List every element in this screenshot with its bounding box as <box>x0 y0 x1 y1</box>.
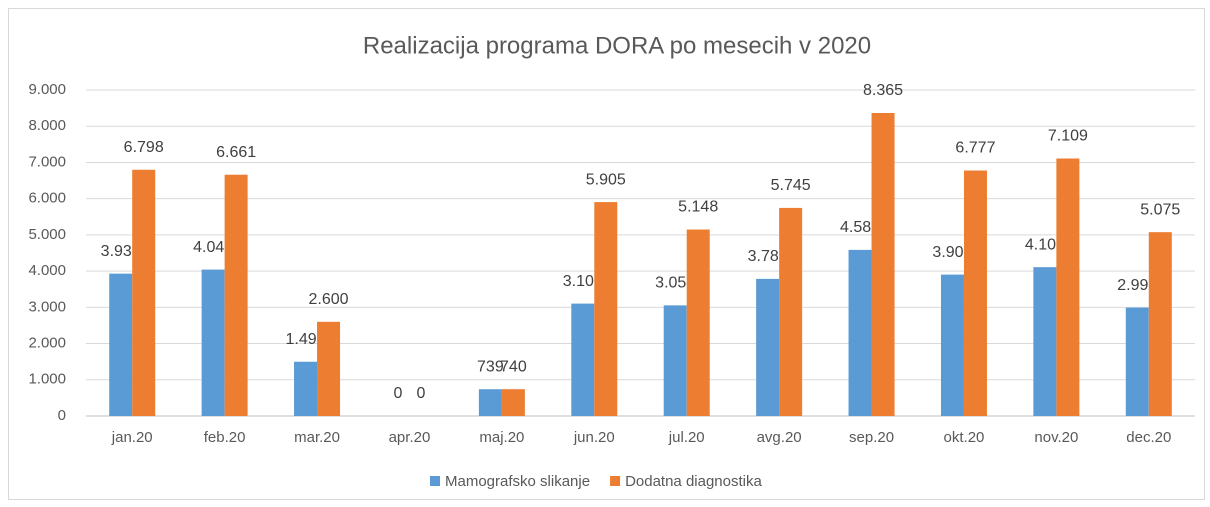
bar <box>1056 158 1080 416</box>
bar <box>501 389 525 416</box>
value-label: 740 <box>500 358 527 375</box>
bar <box>1125 307 1149 416</box>
bar <box>201 269 225 416</box>
bar <box>109 273 133 416</box>
bar <box>594 202 618 416</box>
value-label: 4.109 <box>1025 236 1065 253</box>
value-label: 0 <box>394 385 403 402</box>
legend-swatch <box>610 476 621 486</box>
x-tick-label: avg.20 <box>757 429 802 446</box>
value-label: 6.777 <box>955 140 995 157</box>
value-label: 5.905 <box>586 171 626 188</box>
y-tick-label: 8.000 <box>28 117 66 134</box>
x-tick-label: sep.20 <box>849 429 894 446</box>
bar <box>871 113 895 417</box>
bar <box>779 207 803 416</box>
chart-title: Realizacija programa DORA po mesecih v 2… <box>363 32 871 59</box>
x-tick-label: jul.20 <box>668 429 705 446</box>
bar <box>940 274 964 416</box>
value-label: 3.054 <box>655 275 695 292</box>
bar <box>132 169 156 416</box>
value-label: 4.586 <box>840 219 880 236</box>
value-label: 2.993 <box>1117 277 1157 294</box>
x-tick-label: mar.20 <box>294 429 340 446</box>
x-tick-label: nov.20 <box>1034 429 1078 446</box>
y-tick-label: 4.000 <box>28 262 66 279</box>
value-label: 6.661 <box>216 144 256 161</box>
value-label: 5.075 <box>1140 201 1180 218</box>
legend-swatch <box>430 476 440 486</box>
bar <box>224 174 248 416</box>
x-tick-label: apr.20 <box>389 429 431 446</box>
x-tick-label: maj.20 <box>479 429 524 446</box>
value-label: 5.745 <box>771 177 811 194</box>
value-label: 3.786 <box>748 248 788 265</box>
value-label: 4.042 <box>193 239 233 256</box>
y-tick-label: 2.000 <box>28 335 66 352</box>
bar <box>571 303 595 416</box>
value-label: 6.798 <box>124 139 164 156</box>
value-label: 7.109 <box>1048 128 1088 145</box>
bar <box>686 229 710 416</box>
y-tick-label: 1.000 <box>28 371 66 388</box>
bar <box>1033 267 1057 416</box>
x-tick-label: dec.20 <box>1126 429 1171 446</box>
x-tick-label: feb.20 <box>204 429 246 446</box>
value-label: 8.365 <box>863 82 903 99</box>
x-tick-label: okt.20 <box>944 429 985 446</box>
bar <box>294 361 318 416</box>
x-tick-label: jan.20 <box>111 429 153 446</box>
value-label: 3.930 <box>101 243 141 260</box>
y-tick-label: 9.000 <box>28 81 66 98</box>
value-label: 3.103 <box>563 273 603 290</box>
y-tick-label: 3.000 <box>28 298 66 315</box>
bar <box>963 170 987 416</box>
y-tick-label: 7.000 <box>28 153 66 170</box>
y-tick-label: 6.000 <box>28 190 66 207</box>
value-label: 0 <box>417 385 426 402</box>
value-label: 5.148 <box>678 199 718 216</box>
bar <box>756 278 780 416</box>
bar <box>1148 232 1172 416</box>
value-label: 1.498 <box>286 331 326 348</box>
value-label: 2.600 <box>309 291 349 308</box>
y-tick-label: 5.000 <box>28 226 66 243</box>
bar <box>317 321 341 416</box>
legend-label: Mamografsko slikanje <box>445 473 590 490</box>
y-tick-label: 0 <box>58 407 66 424</box>
value-label: 3.904 <box>932 244 972 261</box>
bar <box>848 249 872 416</box>
value-label: 739 <box>477 358 504 375</box>
bar <box>663 305 687 416</box>
bar <box>478 389 502 416</box>
x-tick-label: jun.20 <box>573 429 615 446</box>
legend-label: Dodatna diagnostika <box>625 473 762 490</box>
